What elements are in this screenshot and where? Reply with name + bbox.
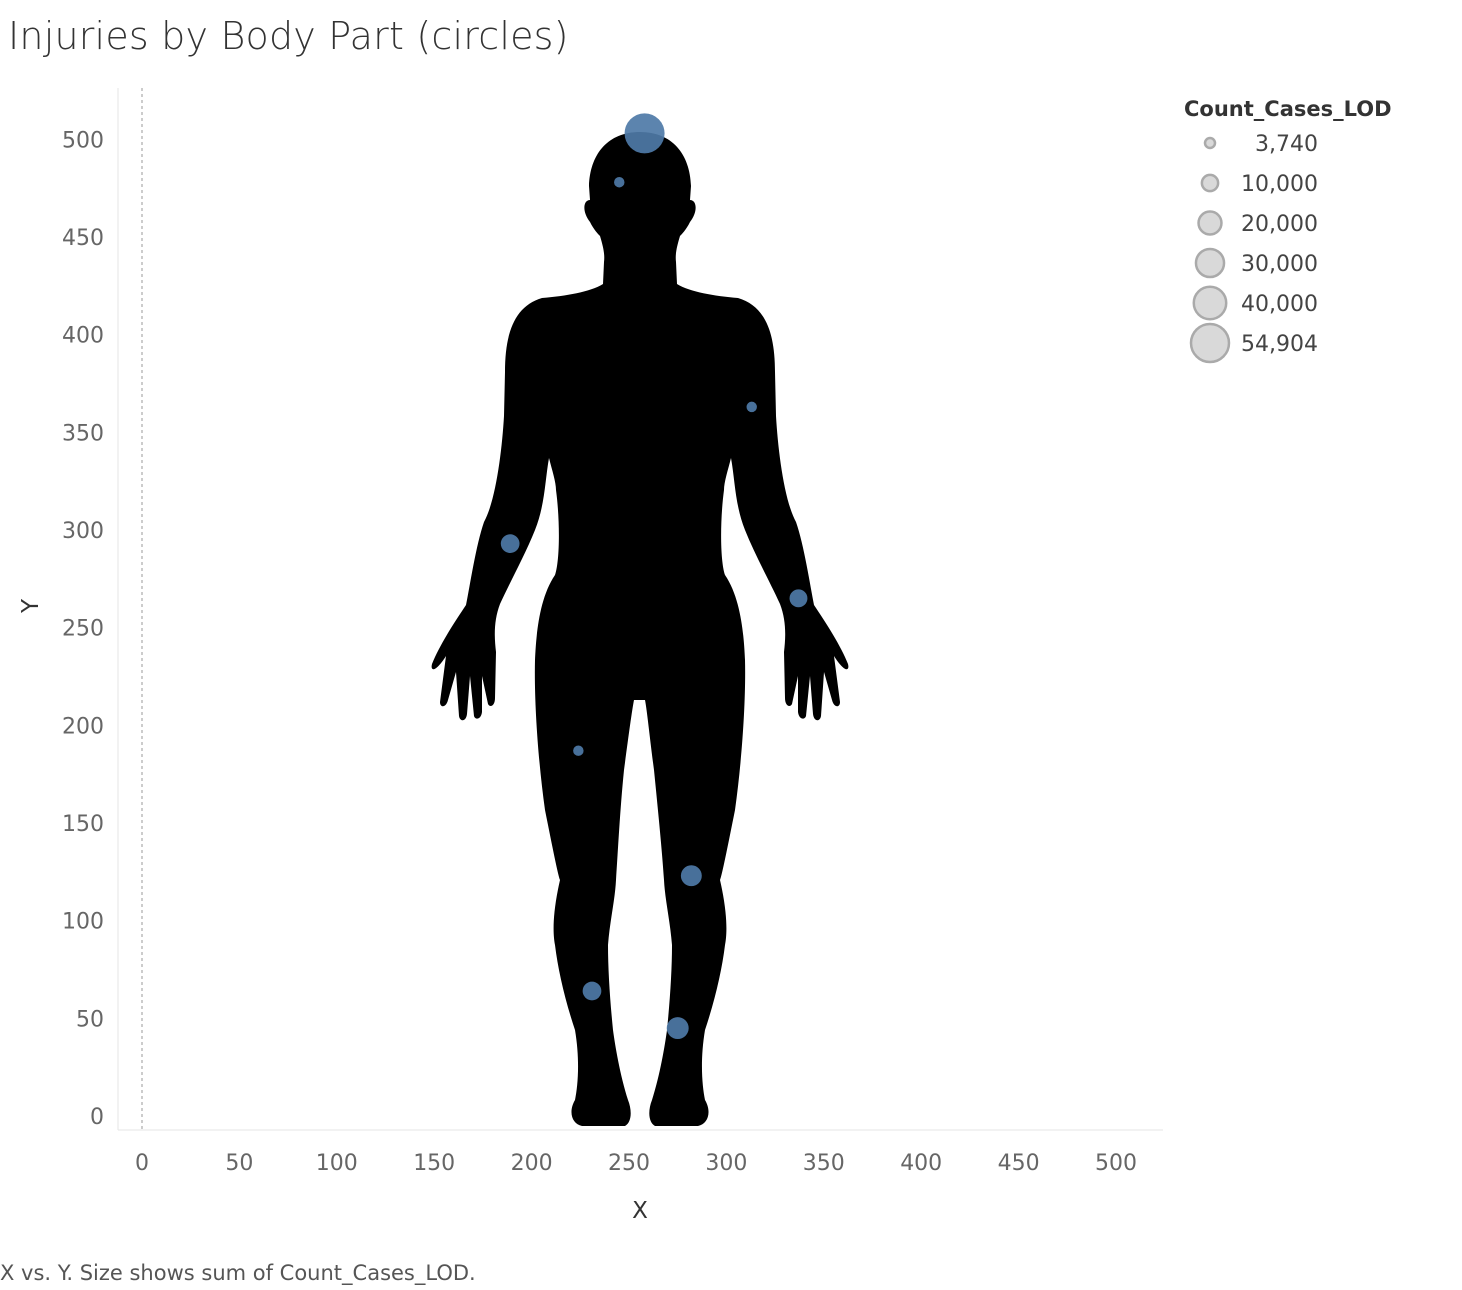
data-points	[500, 113, 808, 1040]
x-axis-title: X	[632, 1198, 648, 1224]
data-point[interactable]	[582, 981, 602, 1001]
data-point[interactable]	[746, 401, 757, 413]
x-tick-label: 450	[998, 1151, 1040, 1176]
y-tick-label: 300	[62, 519, 104, 544]
legend-size-swatch	[1194, 247, 1226, 279]
legend-item-label: 54,904	[1241, 332, 1318, 357]
x-tick-label: 50	[225, 1151, 253, 1176]
y-tick-label: 50	[76, 1007, 104, 1032]
x-tick-label: 250	[608, 1151, 650, 1176]
chart-title: Injuries by Body Part (circles)	[8, 14, 569, 58]
y-tick-label: 0	[90, 1105, 104, 1130]
data-point[interactable]	[573, 745, 584, 756]
x-tick-label: 0	[135, 1151, 149, 1176]
legend-item-label: 20,000	[1241, 212, 1318, 237]
size-legend: Count_Cases_LOD 3,740 10,000 20,000 30,000 4…	[1184, 97, 1392, 364]
legend-item-label: 30,000	[1241, 252, 1318, 277]
body-silhouette-image	[431, 132, 849, 1126]
x-axis: 0 50 100 150 200 250 300 350 400 450 500	[135, 1151, 1137, 1176]
chart-caption: X vs. Y. Size shows sum of Count_Cases_L…	[0, 1261, 476, 1285]
y-axis-title: Y	[18, 598, 44, 614]
x-tick-label: 350	[803, 1151, 845, 1176]
legend-item-label: 3,740	[1255, 132, 1318, 157]
y-tick-label: 400	[62, 324, 104, 349]
x-tick-label: 500	[1095, 1151, 1137, 1176]
data-point[interactable]	[614, 177, 625, 188]
y-tick-label: 100	[62, 910, 104, 935]
legend-title: Count_Cases_LOD	[1184, 97, 1392, 121]
data-point[interactable]	[500, 534, 520, 553]
legend-size-swatch	[1203, 136, 1217, 150]
legend-item-label: 40,000	[1241, 292, 1318, 317]
y-axis: 0 50 100 150 200 250 300 350 400 450 500	[62, 128, 104, 1130]
x-tick-label: 400	[900, 1151, 942, 1176]
legend-size-swatch	[1192, 285, 1228, 321]
data-point[interactable]	[624, 113, 665, 154]
y-tick-label: 500	[62, 128, 104, 153]
x-tick-label: 100	[316, 1151, 358, 1176]
legend-size-swatch	[1200, 173, 1220, 193]
y-tick-label: 450	[62, 226, 104, 251]
y-tick-label: 250	[62, 617, 104, 642]
data-point[interactable]	[680, 865, 702, 887]
data-point[interactable]	[666, 1017, 689, 1040]
x-tick-label: 150	[413, 1151, 455, 1176]
legend-size-swatch	[1189, 322, 1231, 364]
y-tick-label: 150	[62, 812, 104, 837]
x-tick-label: 200	[511, 1151, 553, 1176]
y-tick-label: 200	[62, 714, 104, 739]
data-point[interactable]	[789, 589, 808, 608]
x-tick-label: 300	[705, 1151, 747, 1176]
legend-size-swatch	[1197, 210, 1223, 236]
y-tick-label: 350	[62, 421, 104, 446]
legend-item-label: 10,000	[1241, 172, 1318, 197]
